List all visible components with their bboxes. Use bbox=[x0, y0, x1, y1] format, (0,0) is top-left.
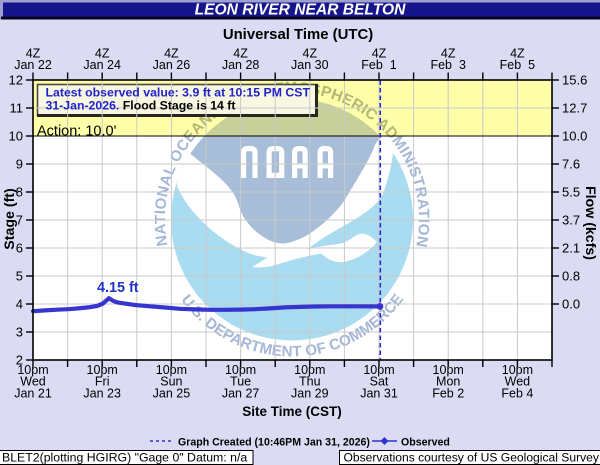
svg-text:8: 8 bbox=[16, 185, 23, 200]
svg-text:10pm: 10pm bbox=[294, 363, 325, 377]
svg-text:0.8: 0.8 bbox=[562, 269, 580, 284]
svg-text:4.15 ft: 4.15 ft bbox=[97, 280, 139, 296]
svg-text:12: 12 bbox=[9, 73, 23, 88]
svg-text:4Z: 4Z bbox=[26, 47, 41, 61]
svg-text:Site Time (CST): Site Time (CST) bbox=[242, 404, 342, 419]
svg-text:Sun: Sun bbox=[160, 375, 182, 389]
svg-text:0.0: 0.0 bbox=[562, 297, 580, 312]
svg-text:4Z: 4Z bbox=[164, 47, 179, 61]
svg-text:7.6: 7.6 bbox=[562, 157, 580, 172]
svg-text:7: 7 bbox=[16, 213, 23, 228]
svg-text:Sat: Sat bbox=[370, 375, 389, 389]
svg-text:10: 10 bbox=[9, 129, 23, 144]
svg-text:Thu: Thu bbox=[299, 375, 321, 389]
svg-text:LEON RIVER NEAR BELTON: LEON RIVER NEAR BELTON bbox=[195, 2, 407, 19]
svg-text:Wed: Wed bbox=[20, 375, 46, 389]
svg-text:BLET2(plotting HGIRG) "Gage 0": BLET2(plotting HGIRG) "Gage 0" Datum: n/… bbox=[2, 451, 247, 465]
svg-text:Jan 23: Jan 23 bbox=[83, 387, 121, 401]
svg-text:Flow (kcfs): Flow (kcfs) bbox=[582, 186, 598, 260]
svg-text:5.5: 5.5 bbox=[562, 185, 580, 200]
svg-text:10pm: 10pm bbox=[502, 363, 533, 377]
svg-text:15.6: 15.6 bbox=[562, 73, 587, 88]
svg-text:Tue: Tue bbox=[230, 375, 251, 389]
svg-text:Action: 10.0': Action: 10.0' bbox=[37, 124, 117, 140]
svg-text:6: 6 bbox=[16, 241, 23, 256]
svg-text:4Z: 4Z bbox=[95, 47, 110, 61]
svg-text:9: 9 bbox=[16, 157, 23, 172]
svg-text:Jan 30: Jan 30 bbox=[291, 58, 329, 72]
svg-text:2: 2 bbox=[16, 353, 23, 368]
svg-text:12.7: 12.7 bbox=[562, 101, 587, 116]
svg-text:11: 11 bbox=[10, 101, 24, 116]
svg-text:4Z: 4Z bbox=[372, 47, 387, 61]
svg-text:10pm: 10pm bbox=[225, 363, 256, 377]
svg-text:Feb 4: Feb 4 bbox=[501, 387, 533, 401]
svg-text:Graph Created (10:46PM Jan 31,: Graph Created (10:46PM Jan 31, 2026) bbox=[178, 437, 370, 449]
svg-text:Observed: Observed bbox=[401, 437, 450, 449]
svg-text:5: 5 bbox=[16, 269, 23, 284]
svg-text:Jan 31: Jan 31 bbox=[360, 387, 398, 401]
svg-text:Observations courtesy of US Ge: Observations courtesy of US Geological S… bbox=[344, 451, 600, 465]
svg-text:3: 3 bbox=[16, 325, 23, 340]
svg-text:10pm: 10pm bbox=[156, 363, 187, 377]
svg-text:Jan 22: Jan 22 bbox=[14, 58, 52, 72]
svg-text:Jan 25: Jan 25 bbox=[153, 387, 191, 401]
svg-text:Feb 5: Feb 5 bbox=[500, 58, 535, 72]
svg-text:Jan 29: Jan 29 bbox=[291, 387, 329, 401]
svg-text:Feb 1: Feb 1 bbox=[361, 58, 396, 72]
svg-text:4Z: 4Z bbox=[303, 47, 318, 61]
svg-text:Jan 28: Jan 28 bbox=[222, 58, 260, 72]
svg-text:4Z: 4Z bbox=[441, 47, 456, 61]
svg-text:Jan 24: Jan 24 bbox=[83, 58, 121, 72]
svg-text:Fri: Fri bbox=[95, 375, 110, 389]
svg-text:3.7: 3.7 bbox=[562, 213, 580, 228]
svg-text:Jan 26: Jan 26 bbox=[153, 58, 191, 72]
svg-text:Latest observed value: 3.9 ft: Latest observed value: 3.9 ft at 10:15 P… bbox=[46, 86, 311, 100]
svg-text:10.0: 10.0 bbox=[562, 129, 587, 144]
svg-text:10pm: 10pm bbox=[363, 363, 394, 377]
svg-text:Feb 2: Feb 2 bbox=[432, 387, 464, 401]
svg-text:2.1: 2.1 bbox=[562, 241, 580, 256]
svg-text:Stage (ft): Stage (ft) bbox=[2, 188, 18, 250]
svg-text:Universal Time (UTC): Universal Time (UTC) bbox=[223, 27, 373, 43]
svg-text:10pm: 10pm bbox=[17, 363, 48, 377]
svg-text:Feb 3: Feb 3 bbox=[430, 58, 465, 72]
svg-text:Mon: Mon bbox=[436, 375, 460, 389]
svg-text:4Z: 4Z bbox=[233, 47, 248, 61]
svg-text:31-Jan-2026. Flood Stage is 14: 31-Jan-2026. Flood Stage is 14 ft bbox=[46, 99, 236, 113]
svg-text:Jan 27: Jan 27 bbox=[222, 387, 260, 401]
svg-text:Jan 21: Jan 21 bbox=[14, 387, 52, 401]
svg-text:4Z: 4Z bbox=[510, 47, 525, 61]
svg-text:10pm: 10pm bbox=[433, 363, 464, 377]
svg-text:4: 4 bbox=[16, 297, 23, 312]
svg-text:10pm: 10pm bbox=[87, 363, 118, 377]
svg-text:Wed: Wed bbox=[505, 375, 531, 389]
